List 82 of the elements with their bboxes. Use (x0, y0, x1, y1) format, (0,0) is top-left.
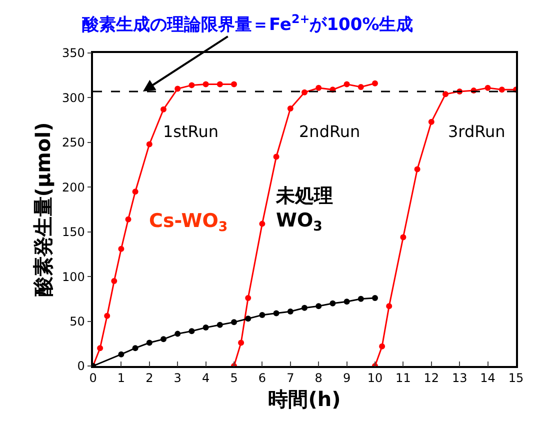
x-tick-label: 4 (202, 371, 210, 386)
y-axis-title: 酸素発生量(μmol) (30, 122, 55, 297)
point (231, 81, 237, 88)
point (245, 316, 252, 322)
point (118, 246, 124, 252)
point (484, 84, 491, 91)
point (160, 336, 166, 342)
point (216, 81, 223, 88)
x-tick-label: 12 (424, 371, 440, 386)
point (316, 303, 322, 310)
point (358, 84, 364, 90)
x-tick-label: 14 (480, 371, 496, 386)
point (188, 82, 195, 88)
point (125, 216, 132, 222)
x-axis-title: 時間(h) (268, 387, 341, 412)
point (498, 86, 505, 93)
point (216, 322, 223, 328)
x-tick-label: 11 (396, 371, 411, 386)
point (414, 166, 420, 172)
point (302, 89, 308, 96)
annotation: 3rdRun (448, 122, 506, 141)
y-tick-label: 100 (62, 270, 85, 284)
point (316, 84, 322, 91)
point (174, 86, 181, 92)
y-tick-label: 0 (77, 359, 85, 374)
point (238, 340, 244, 346)
annotation: 2ndRun (299, 122, 360, 141)
point (174, 330, 181, 337)
series-label: Cs-WO$_{3}$ (149, 210, 228, 235)
point (330, 300, 336, 306)
point (160, 106, 166, 112)
x-tick-label: 6 (258, 371, 266, 386)
point (132, 188, 138, 195)
x-tick-label: 5 (230, 371, 238, 386)
x-tick-label: 9 (342, 371, 351, 386)
y-tick-label: 250 (62, 136, 85, 150)
point (302, 304, 308, 311)
point (188, 328, 195, 334)
point (259, 220, 266, 227)
x-tick-label: 15 (508, 371, 524, 386)
x-tick-label: 2 (146, 371, 154, 386)
y-tick-label: 50 (70, 314, 85, 328)
annotation: 1stRun (163, 122, 218, 141)
point (273, 154, 280, 160)
point (104, 312, 110, 319)
point (428, 118, 434, 125)
point (400, 234, 406, 240)
point (245, 295, 252, 302)
point (111, 278, 118, 284)
point (97, 345, 104, 352)
x-tick-label: 1 (117, 371, 126, 386)
point (442, 91, 448, 98)
point (344, 298, 350, 305)
point (202, 81, 209, 88)
point (372, 295, 378, 302)
x-tick-label: 0 (89, 371, 97, 386)
point (379, 343, 386, 350)
x-tick-label: 13 (452, 371, 468, 386)
y-tick-label: 150 (62, 225, 85, 240)
y-tick-label: 350 (62, 46, 85, 60)
point (358, 296, 364, 302)
point (146, 340, 152, 346)
point (386, 303, 392, 310)
point (202, 324, 209, 331)
point (273, 310, 280, 316)
y-tick-label: 200 (62, 180, 85, 194)
point (118, 351, 124, 358)
point (372, 80, 378, 86)
text: 未処理 WO$_{3}$ (275, 185, 333, 235)
x-tick-label: 10 (367, 371, 383, 386)
point (344, 81, 350, 88)
point (132, 345, 138, 352)
point (287, 308, 294, 314)
point (231, 319, 237, 326)
y-tick-label: 300 (62, 90, 85, 105)
x-tick-label: 7 (286, 371, 294, 386)
annotation: 酸素生成の理論限界量＝Fe$^{2+}$が100%生成 (82, 12, 414, 36)
point (146, 141, 152, 148)
x-tick-label: 8 (314, 371, 322, 386)
x-tick-label: 3 (174, 371, 182, 386)
point (287, 105, 294, 112)
point (259, 312, 266, 318)
